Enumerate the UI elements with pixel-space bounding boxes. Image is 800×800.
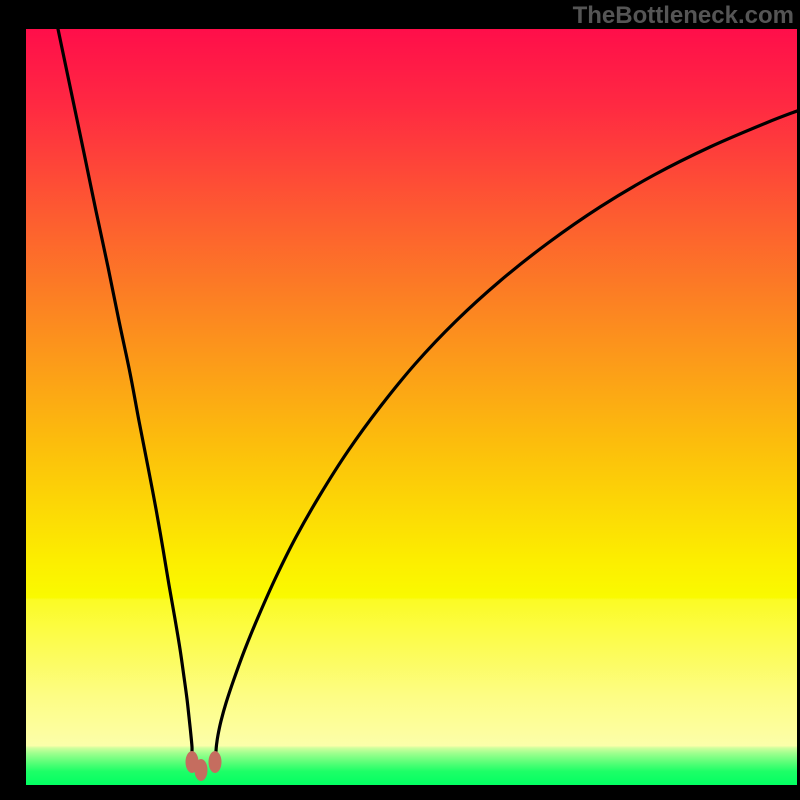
border-bottom (0, 785, 800, 800)
bottom-marker-1 (195, 759, 208, 781)
bottom-marker-2 (209, 751, 222, 773)
border-left (0, 0, 26, 800)
plot-area (26, 29, 797, 785)
right-curve (216, 111, 797, 751)
chart-frame: TheBottleneck.com (0, 0, 800, 800)
curves-overlay (26, 29, 797, 785)
watermark-text: TheBottleneck.com (573, 2, 794, 30)
left-curve (58, 29, 192, 751)
